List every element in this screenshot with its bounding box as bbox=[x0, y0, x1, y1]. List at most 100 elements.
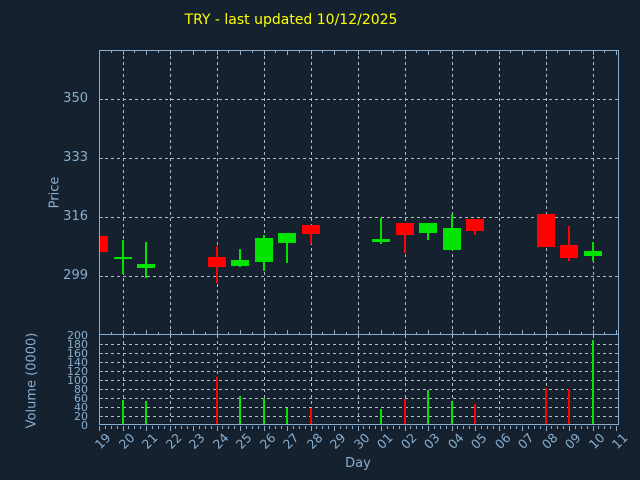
volume-tick bbox=[614, 389, 619, 390]
x-minor-tick bbox=[580, 50, 582, 53]
x-axis-tick bbox=[257, 426, 259, 429]
candle-03 bbox=[419, 222, 437, 233]
x-minor-tick bbox=[533, 50, 535, 53]
x-minor-tick bbox=[545, 50, 547, 55]
x-axis-tick bbox=[122, 426, 124, 431]
x-axis-tick bbox=[545, 426, 547, 431]
price-tick-label-333: 333 bbox=[63, 150, 88, 165]
candle-25 bbox=[231, 260, 249, 266]
x-minor-tick bbox=[510, 50, 512, 53]
x-minor-tick bbox=[322, 50, 324, 53]
x-axis-tick bbox=[99, 426, 100, 431]
price-tick bbox=[614, 217, 619, 218]
x-minor-tick bbox=[592, 50, 594, 55]
x-minor-tick bbox=[616, 330, 617, 335]
volume-bar-24 bbox=[215, 376, 218, 425]
volume-bar-10 bbox=[591, 339, 594, 425]
volume-tick bbox=[614, 380, 619, 381]
x-axis-tick bbox=[140, 426, 142, 429]
x-minor-tick bbox=[204, 332, 206, 335]
x-minor-tick bbox=[498, 50, 500, 55]
volume-tick bbox=[99, 380, 103, 381]
x-axis-tick bbox=[269, 426, 271, 429]
vertical-gridline bbox=[451, 50, 453, 335]
x-minor-tick bbox=[475, 330, 476, 335]
x-minor-tick bbox=[275, 50, 277, 53]
x-axis-tick bbox=[539, 426, 541, 429]
x-axis-tick bbox=[157, 426, 159, 429]
x-minor-tick bbox=[463, 50, 465, 53]
x-minor-tick bbox=[216, 330, 218, 335]
x-minor-tick bbox=[134, 50, 136, 53]
x-axis-tick bbox=[245, 426, 247, 429]
x-axis-tick bbox=[292, 426, 294, 429]
price-tick bbox=[99, 99, 103, 100]
x-minor-tick bbox=[122, 330, 124, 335]
x-minor-tick bbox=[345, 50, 347, 53]
x-minor-tick bbox=[451, 50, 453, 55]
volume-tick-label-60: 60 bbox=[74, 392, 88, 405]
volume-gridline bbox=[99, 407, 619, 408]
x-axis-tick bbox=[304, 426, 306, 429]
candle-08 bbox=[536, 214, 555, 248]
candle-24 bbox=[207, 257, 226, 267]
price-tick bbox=[614, 276, 619, 277]
volume-plot-area bbox=[99, 335, 619, 425]
price-tick bbox=[99, 276, 103, 277]
x-minor-tick bbox=[381, 50, 382, 55]
x-axis-label: Day bbox=[345, 456, 371, 471]
volume-bar-02 bbox=[403, 398, 406, 425]
x-axis-tick bbox=[322, 426, 324, 429]
x-axis-tick bbox=[281, 426, 283, 429]
volume-tick bbox=[614, 344, 619, 345]
x-axis-tick bbox=[204, 426, 206, 429]
x-axis-tick bbox=[522, 426, 523, 431]
x-axis-tick bbox=[104, 426, 106, 429]
price-gridline bbox=[99, 99, 619, 100]
x-minor-tick bbox=[392, 332, 394, 335]
x-minor-tick bbox=[439, 332, 441, 335]
volume-tick bbox=[614, 353, 619, 354]
volume-tick bbox=[99, 398, 103, 399]
x-minor-tick bbox=[463, 332, 465, 335]
x-axis-tick bbox=[228, 426, 230, 429]
volume-bar-27 bbox=[286, 408, 288, 425]
x-axis-tick bbox=[574, 426, 576, 429]
x-axis-tick bbox=[516, 426, 518, 429]
x-axis-tick bbox=[222, 426, 224, 429]
x-axis-tick bbox=[492, 426, 494, 429]
x-axis-tick bbox=[334, 426, 335, 431]
x-axis-tick bbox=[416, 426, 418, 429]
x-axis-tick bbox=[498, 426, 500, 431]
price-tick-label-350: 350 bbox=[63, 91, 88, 106]
candle-09 bbox=[560, 244, 578, 259]
x-axis-tick bbox=[527, 426, 529, 429]
x-minor-tick bbox=[134, 332, 136, 335]
x-axis-tick bbox=[198, 426, 200, 429]
x-minor-tick bbox=[345, 332, 347, 335]
x-minor-tick bbox=[522, 50, 523, 55]
vertical-gridline bbox=[263, 50, 265, 335]
x-axis-tick bbox=[363, 426, 365, 429]
x-axis-tick bbox=[210, 426, 212, 429]
candle-01 bbox=[372, 238, 390, 242]
x-minor-tick bbox=[616, 50, 617, 55]
x-minor-tick bbox=[557, 50, 559, 53]
price-tick bbox=[99, 217, 103, 218]
volume-tick bbox=[99, 344, 103, 345]
x-minor-tick bbox=[310, 50, 312, 55]
x-minor-tick bbox=[193, 50, 194, 55]
x-axis-tick bbox=[439, 426, 441, 429]
candle-10 bbox=[583, 251, 602, 256]
x-minor-tick bbox=[369, 332, 371, 335]
x-axis-tick bbox=[251, 426, 253, 429]
price-tick bbox=[614, 158, 619, 159]
x-axis-tick bbox=[604, 426, 606, 429]
chart-title: TRY - last updated 10/12/2025 bbox=[184, 12, 398, 28]
volume-tick bbox=[614, 371, 619, 372]
x-axis-tick bbox=[369, 426, 371, 429]
volume-gridline bbox=[99, 344, 619, 345]
x-axis-tick bbox=[598, 426, 600, 429]
x-minor-tick bbox=[146, 50, 147, 55]
volume-tick-label-20: 20 bbox=[74, 410, 88, 423]
